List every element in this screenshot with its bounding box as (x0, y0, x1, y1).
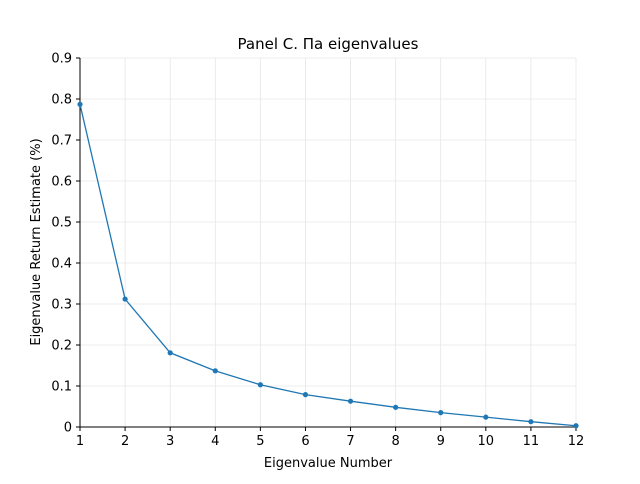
x-tick-label: 1 (76, 434, 84, 449)
data-point (573, 423, 579, 429)
y-tick-label: 0.9 (51, 52, 72, 67)
data-point (77, 101, 83, 107)
y-tick-label: 0.2 (51, 339, 72, 354)
series-line (79, 104, 577, 427)
data-point (483, 414, 489, 420)
data-point (257, 382, 263, 388)
x-tick-label: 4 (211, 434, 219, 449)
y-tick-label: 0.7 (51, 134, 72, 149)
x-tick-label: 3 (166, 434, 174, 449)
x-tick-label: 9 (437, 434, 445, 449)
x-tick-label: 6 (301, 434, 309, 449)
x-ticks: 1 2 3 4 5 6 7 8 9 10 11 12 (76, 427, 584, 449)
data-point (347, 398, 354, 404)
x-tick-label: 7 (346, 434, 354, 449)
y-tick-label: 0.6 (51, 175, 72, 190)
x-axis-label: Eigenvalue Number (264, 456, 393, 471)
y-axis-label: Eigenvalue Return Estimate (%) (29, 138, 44, 345)
series (77, 101, 579, 429)
x-tick-label: 12 (568, 434, 585, 449)
data-point (122, 296, 128, 302)
y-tick-label: 0.3 (51, 298, 72, 313)
grid (79, 57, 577, 428)
axes (79, 58, 576, 428)
data-point (302, 392, 309, 398)
y-tick-label: 0.5 (51, 216, 72, 231)
data-point (167, 350, 173, 356)
x-tick-label: 11 (523, 434, 540, 449)
y-ticks: 0 0.1 0.2 0.3 0.4 0.5 0.6 0.7 0.8 0.9 (51, 52, 80, 436)
y-tick-label: 0.4 (51, 257, 72, 272)
data-point (393, 404, 399, 410)
x-tick-label: 2 (121, 434, 129, 449)
data-point (528, 419, 534, 425)
data-point (438, 410, 444, 416)
y-tick-label: 0.1 (51, 380, 72, 395)
data-point (212, 368, 218, 374)
x-tick-label: 5 (256, 434, 264, 449)
chart-title: Panel C. Πa eigenvalues (238, 35, 419, 53)
x-tick-label: 10 (478, 434, 495, 449)
y-tick-label: 0.8 (51, 93, 72, 108)
y-tick-label: 0 (64, 421, 72, 436)
x-tick-label: 8 (391, 434, 399, 449)
